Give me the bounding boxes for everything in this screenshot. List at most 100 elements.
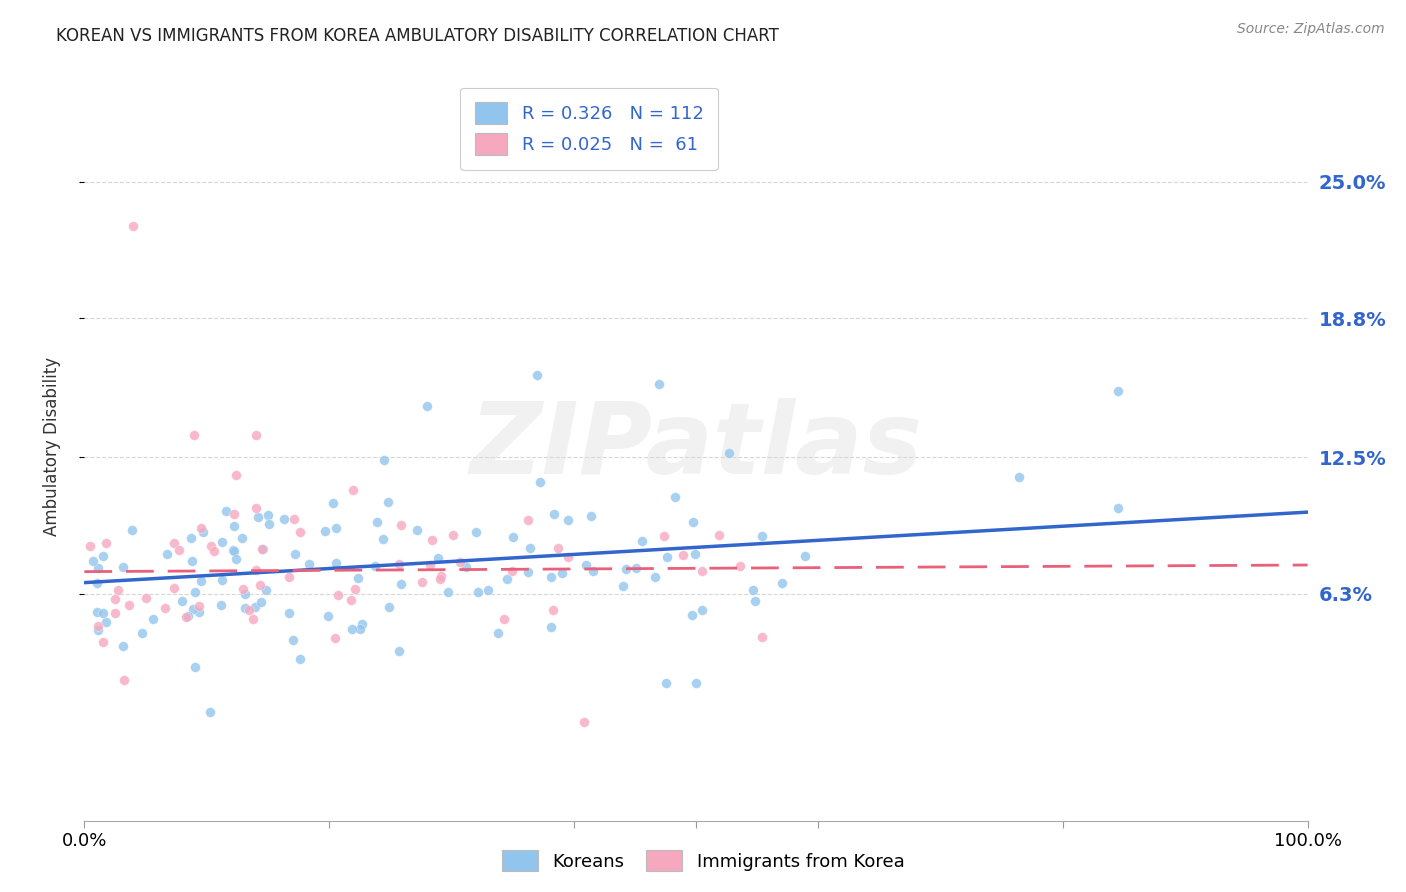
Point — [655, 676, 678, 690]
Point — [389, 517, 412, 532]
Point — [191, 524, 214, 539]
Point — [742, 582, 765, 597]
Point — [180, 532, 202, 546]
Point — [1107, 384, 1129, 398]
Point — [252, 542, 274, 557]
Point — [426, 550, 449, 565]
Point — [314, 524, 336, 538]
Point — [222, 543, 245, 558]
Point — [692, 564, 714, 578]
Point — [187, 605, 209, 619]
Point — [630, 534, 652, 549]
Point — [316, 609, 339, 624]
Legend: R = 0.326   N = 112, R = 0.025   N =  61: R = 0.326 N = 112, R = 0.025 N = 61 — [460, 88, 718, 169]
Point — [323, 632, 346, 646]
Point — [751, 630, 773, 644]
Point — [278, 570, 301, 584]
Point — [112, 560, 135, 574]
Point — [283, 632, 305, 647]
Point — [177, 608, 200, 623]
Point — [91, 606, 114, 620]
Point — [190, 574, 212, 589]
Point — [288, 652, 311, 666]
Point — [516, 513, 538, 527]
Point — [655, 549, 678, 564]
Point — [278, 607, 301, 621]
Point — [288, 525, 311, 540]
Point — [245, 500, 267, 515]
Point — [325, 557, 347, 571]
Point — [441, 527, 464, 541]
Point — [233, 587, 256, 601]
Point — [672, 548, 695, 562]
Point — [245, 599, 267, 614]
Point — [87, 619, 110, 633]
Point — [163, 536, 186, 550]
Point — [211, 534, 233, 549]
Point — [163, 581, 186, 595]
Point — [342, 483, 364, 497]
Point — [1008, 470, 1031, 484]
Point — [349, 622, 371, 636]
Point — [86, 560, 108, 574]
Point — [730, 558, 752, 573]
Y-axis label: Ambulatory Disability: Ambulatory Disability — [42, 357, 60, 535]
Point — [211, 573, 233, 587]
Point — [82, 554, 104, 568]
Point — [283, 512, 305, 526]
Point — [682, 515, 704, 529]
Point — [103, 607, 125, 621]
Point — [273, 512, 295, 526]
Point — [225, 468, 247, 483]
Point — [388, 644, 411, 658]
Point — [449, 555, 471, 569]
Point — [770, 576, 793, 591]
Point — [582, 564, 605, 578]
Point — [519, 541, 541, 556]
Point — [486, 626, 509, 640]
Point — [169, 543, 191, 558]
Point — [174, 609, 197, 624]
Text: Source: ZipAtlas.com: Source: ZipAtlas.com — [1237, 22, 1385, 37]
Point — [557, 513, 579, 527]
Point — [131, 626, 153, 640]
Point — [86, 575, 108, 590]
Point — [624, 560, 647, 574]
Point — [411, 574, 433, 589]
Point — [200, 540, 222, 554]
Text: KOREAN VS IMMIGRANTS FROM KOREA AMBULATORY DISABILITY CORRELATION CHART: KOREAN VS IMMIGRANTS FROM KOREA AMBULATO… — [56, 27, 779, 45]
Point — [250, 594, 273, 608]
Point — [242, 611, 264, 625]
Point — [477, 583, 499, 598]
Point — [540, 620, 562, 634]
Point — [107, 583, 129, 598]
Point — [540, 569, 562, 583]
Point — [751, 529, 773, 543]
Point — [170, 594, 193, 608]
Point — [574, 558, 596, 572]
Point — [612, 579, 634, 593]
Point — [183, 660, 205, 674]
Point — [373, 452, 395, 467]
Point — [707, 527, 730, 541]
Point — [551, 566, 574, 581]
Point — [183, 428, 205, 442]
Point — [104, 591, 127, 606]
Point — [222, 519, 245, 533]
Point — [366, 515, 388, 529]
Point — [794, 549, 817, 564]
Point — [94, 535, 117, 549]
Point — [429, 572, 451, 586]
Point — [430, 569, 453, 583]
Point — [224, 543, 246, 558]
Point — [181, 602, 204, 616]
Point — [517, 565, 540, 579]
Point — [717, 446, 740, 460]
Point — [238, 603, 260, 617]
Point — [350, 616, 373, 631]
Point — [420, 533, 443, 547]
Point — [502, 531, 524, 545]
Point — [135, 591, 157, 605]
Point — [557, 550, 579, 565]
Point — [284, 547, 307, 561]
